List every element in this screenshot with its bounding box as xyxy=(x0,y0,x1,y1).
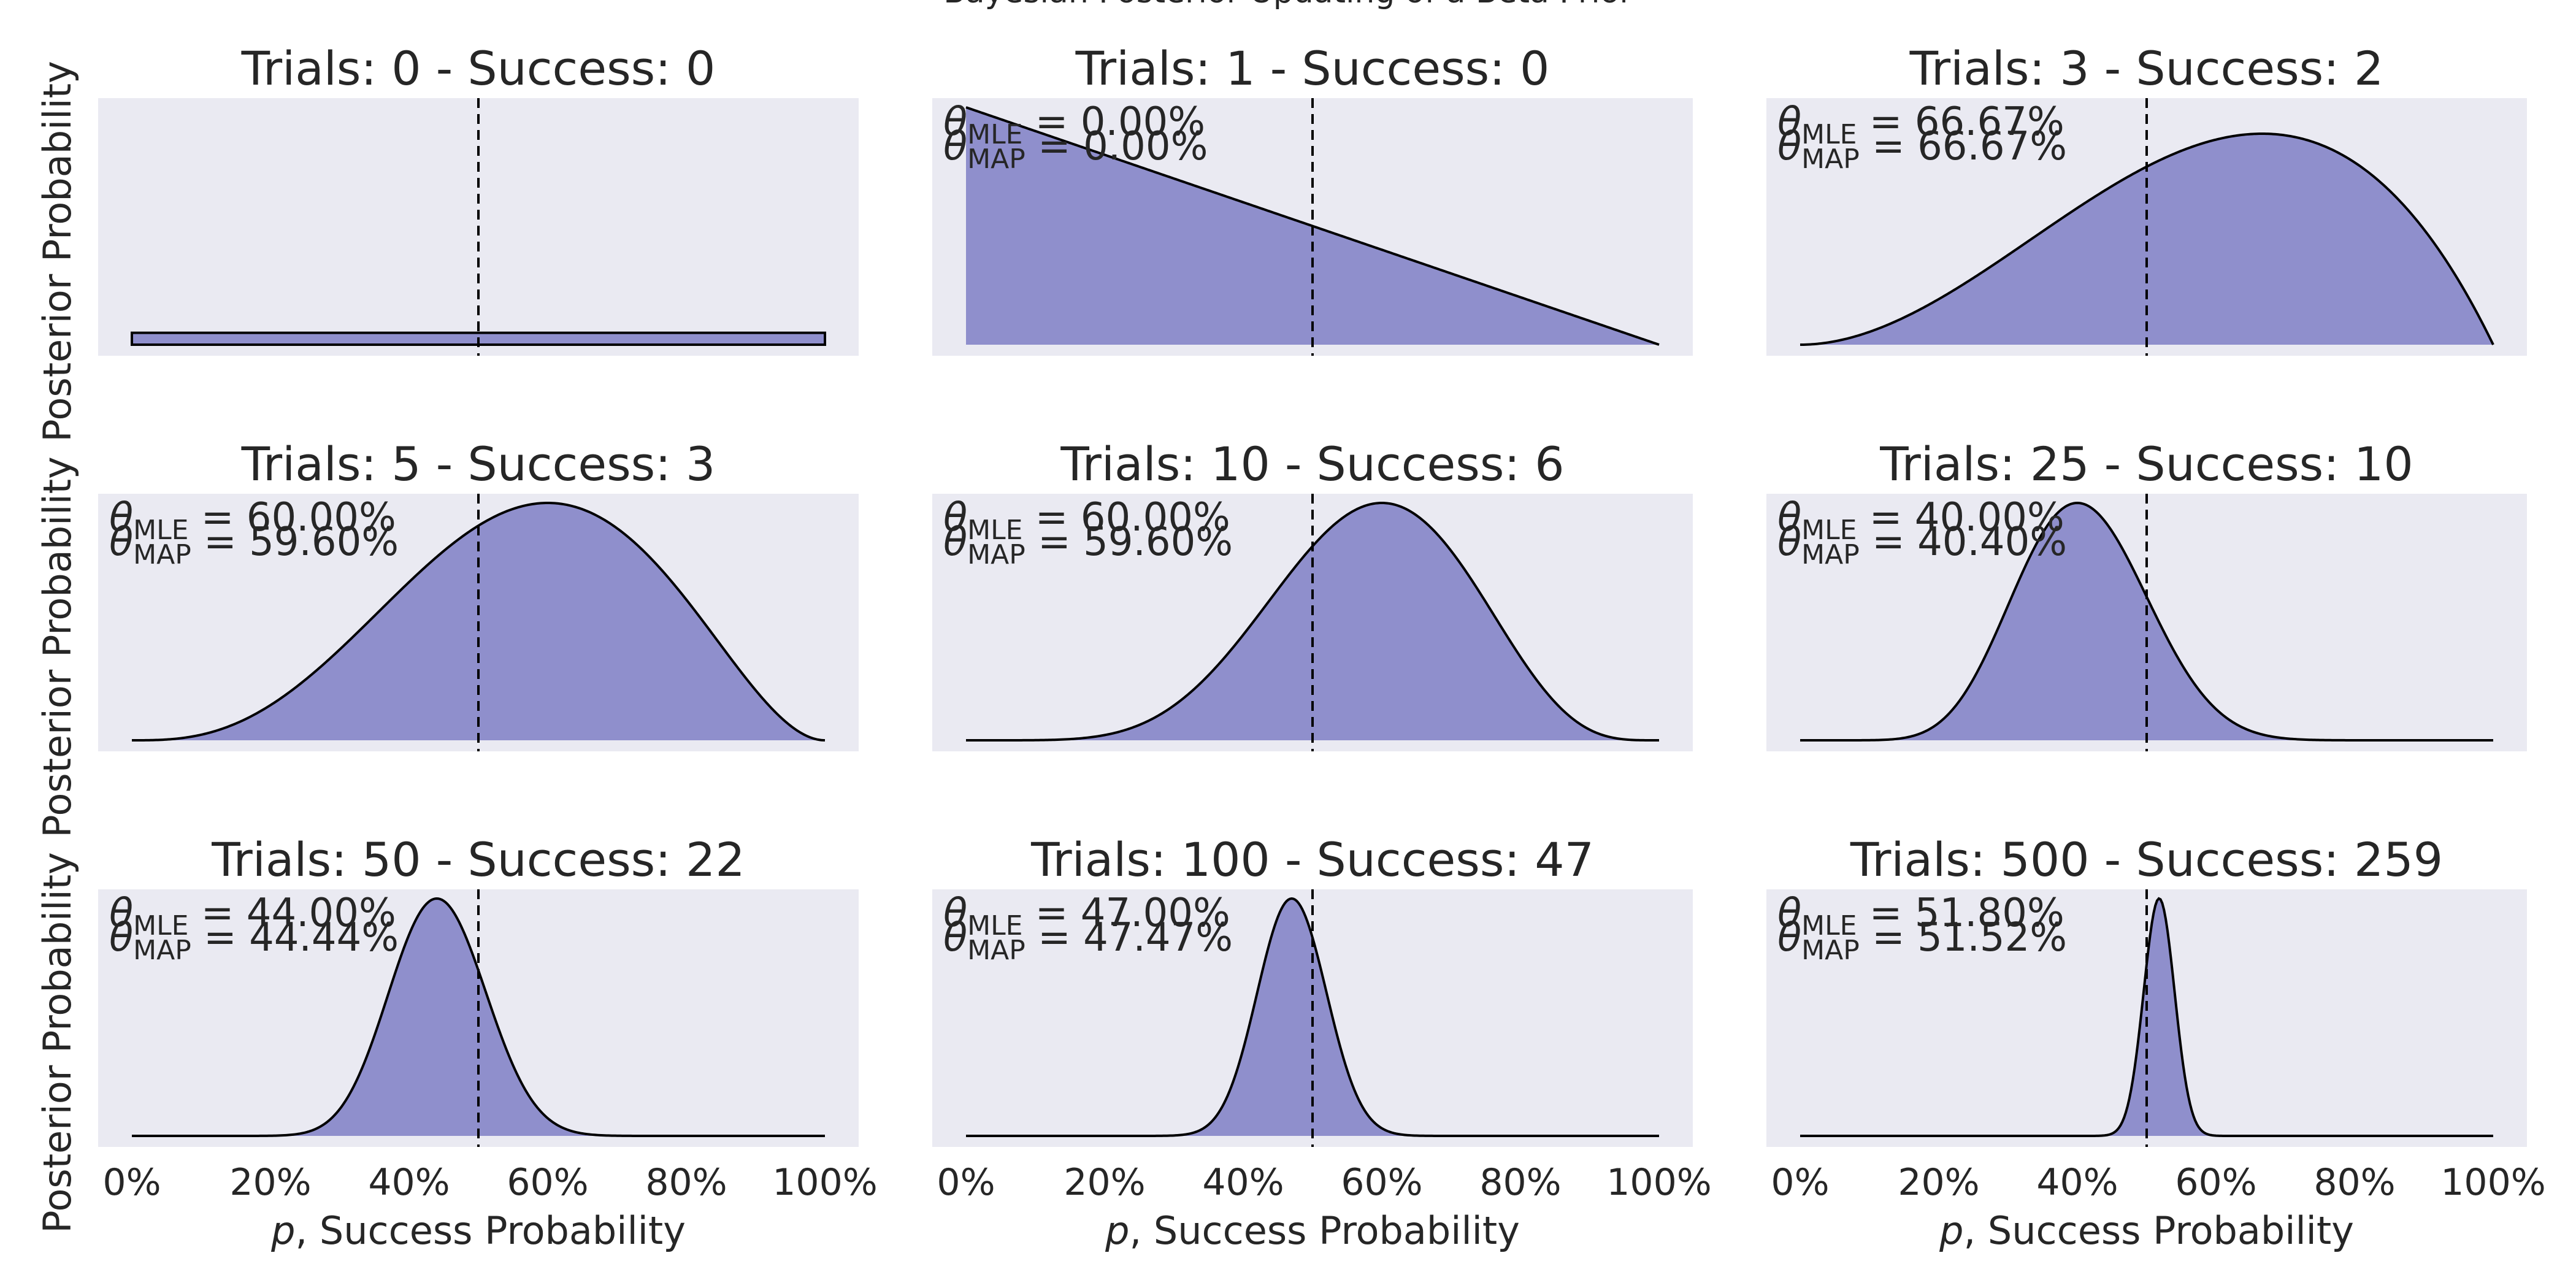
panels-grid: Trials: 0 - Success: 0 Posterior Probabil… xyxy=(35,41,2546,1253)
subplot-title: Trials: 1 - Success: 0 xyxy=(1075,41,1550,96)
subplot-title: Trials: 100 - Success: 47 xyxy=(1030,832,1594,887)
x-tick-label: 20% xyxy=(1064,1161,1145,1204)
x-tick-label: 40% xyxy=(1202,1161,1284,1204)
x-tick-label: 60% xyxy=(2175,1161,2256,1204)
theta-map-annotation: θMAP = 0.00% xyxy=(943,124,1208,175)
theta-mle-annotation: θMLE = 40.00% xyxy=(1777,495,2064,546)
theta-mle-annotation: θMLE = 51.80% xyxy=(1777,891,2064,941)
x-tick-label: 40% xyxy=(368,1161,450,1204)
theta-map-annotation: θMAP = 66.67% xyxy=(1777,124,2067,175)
posterior-curve xyxy=(1800,897,2493,1137)
theta-mle-annotation: θMLE = 44.00% xyxy=(109,891,396,941)
theta-mle-annotation: θMLE = 66.67% xyxy=(1777,99,2064,150)
theta-map-annotation: θMAP = 47.47% xyxy=(943,915,1233,966)
x-tick-label: 0% xyxy=(937,1161,995,1204)
theta-map-annotation: θMAP = 44.44% xyxy=(109,915,399,966)
theta-mle-annotation: θMLE = 0.00% xyxy=(943,99,1205,150)
subplot-title: Trials: 10 - Success: 6 xyxy=(1060,437,1564,491)
y-axis-label: Posterior Probability xyxy=(35,456,80,837)
x-axis-label: p, Success Probability xyxy=(1939,1208,2354,1253)
x-tick-label: 80% xyxy=(2313,1161,2395,1204)
suptitle: Bayesian Posterior Updating of a Beta Pr… xyxy=(943,0,1633,10)
x-tick-label: 20% xyxy=(1898,1161,1979,1204)
subplot-title: Trials: 0 - Success: 0 xyxy=(241,41,716,96)
theta-map-annotation: θMAP = 59.60% xyxy=(109,519,399,570)
y-axis-label: Posterior Probability xyxy=(35,852,80,1233)
x-tick-label: 40% xyxy=(2036,1161,2118,1204)
x-tick-label: 0% xyxy=(102,1161,161,1204)
x-tick-label: 0% xyxy=(1771,1161,1829,1204)
posterior-curve xyxy=(131,331,826,346)
theta-mle-annotation: θMLE = 47.00% xyxy=(943,891,1230,941)
posterior-area xyxy=(1800,134,2493,345)
subplot-title: Trials: 50 - Success: 22 xyxy=(211,832,745,887)
x-tick-label: 80% xyxy=(1479,1161,1561,1204)
x-tick-label: 20% xyxy=(229,1161,311,1204)
subplot-1: Trials: 0 - Success: 0 Posterior Probabil… xyxy=(35,41,859,442)
theta-mle-annotation: θMLE = 60.00% xyxy=(943,495,1230,546)
theta-map-annotation: θMAP = 40.40% xyxy=(1777,519,2067,570)
subplot-title: Trials: 5 - Success: 3 xyxy=(241,437,716,491)
theta-map-annotation: θMAP = 51.52% xyxy=(1777,915,2067,966)
x-tick-label: 60% xyxy=(1341,1161,1422,1204)
theta-map-annotation: θMAP = 59.60% xyxy=(943,519,1233,570)
x-tick-label: 60% xyxy=(507,1161,588,1204)
subplot-title: Trials: 25 - Success: 10 xyxy=(1879,437,2413,491)
subplot-title: Trials: 500 - Success: 259 xyxy=(1850,832,2443,887)
subplot-title: Trials: 3 - Success: 2 xyxy=(1909,41,2384,96)
x-tick-label: 100% xyxy=(772,1161,878,1204)
x-axis-label: p, Success Probability xyxy=(270,1208,686,1253)
y-axis-label: Posterior Probability xyxy=(35,61,80,442)
x-tick-label: 100% xyxy=(1606,1161,1712,1204)
x-tick-label: 80% xyxy=(645,1161,727,1204)
x-tick-label: 100% xyxy=(2440,1161,2546,1204)
theta-mle-annotation: θMLE = 60.00% xyxy=(109,495,396,546)
x-axis-label: p, Success Probability xyxy=(1105,1208,1520,1253)
